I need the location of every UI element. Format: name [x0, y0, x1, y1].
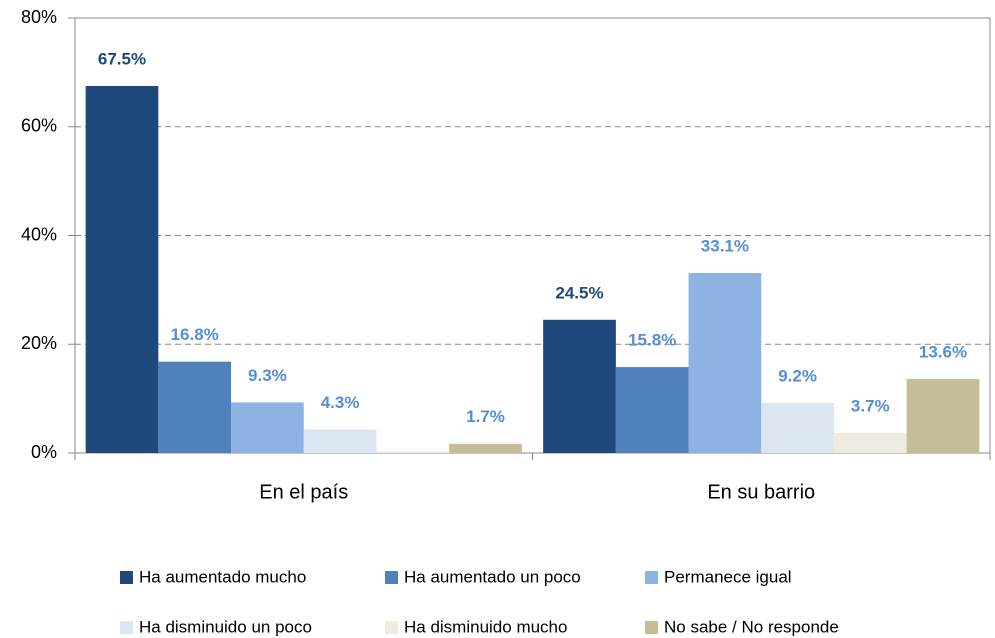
bar — [376, 451, 450, 453]
legend-swatch — [645, 621, 658, 634]
bar — [158, 361, 232, 453]
legend-label: No sabe / No responde — [664, 617, 839, 636]
data-label: 33.1% — [701, 237, 749, 256]
bar — [906, 379, 980, 453]
data-label: 4.3% — [321, 393, 360, 412]
data-label: 3.7% — [851, 396, 890, 415]
bar — [449, 443, 522, 453]
legend-swatch — [120, 621, 133, 634]
y-tick-label: 40% — [21, 224, 57, 244]
data-label: 16.8% — [171, 325, 219, 344]
x-tick-label: En el país — [259, 481, 348, 503]
bar — [615, 367, 689, 453]
bar — [833, 432, 907, 453]
data-label: 13.6% — [919, 343, 967, 362]
data-label: 24.5% — [555, 283, 603, 302]
y-tick-label: 60% — [21, 116, 57, 136]
y-tick-label: 80% — [21, 7, 57, 27]
bar — [688, 273, 762, 453]
data-label: 9.2% — [778, 366, 817, 385]
legend-label: Ha disminuido un poco — [139, 617, 312, 636]
bar — [85, 85, 159, 453]
bar — [231, 402, 304, 453]
data-label: 67.5% — [98, 49, 146, 68]
legend-swatch — [385, 571, 398, 584]
bar — [303, 429, 377, 453]
data-label: 9.3% — [248, 366, 287, 385]
legend-label: Ha disminuido mucho — [404, 617, 567, 636]
legend-swatch — [120, 571, 133, 584]
bar — [761, 402, 834, 453]
data-label: 1.7% — [466, 407, 505, 426]
bar — [543, 319, 616, 453]
y-tick-label: 20% — [21, 333, 57, 353]
data-label: 15.8% — [628, 331, 676, 350]
x-tick-label: En su barrio — [707, 481, 815, 503]
legend-label: Ha aumentado mucho — [139, 567, 306, 586]
legend-label: Permanece igual — [664, 567, 792, 586]
legend-swatch — [385, 621, 398, 634]
legend-swatch — [645, 571, 658, 584]
legend-label: Ha aumentado un poco — [404, 567, 581, 586]
y-tick-label: 0% — [31, 442, 57, 462]
